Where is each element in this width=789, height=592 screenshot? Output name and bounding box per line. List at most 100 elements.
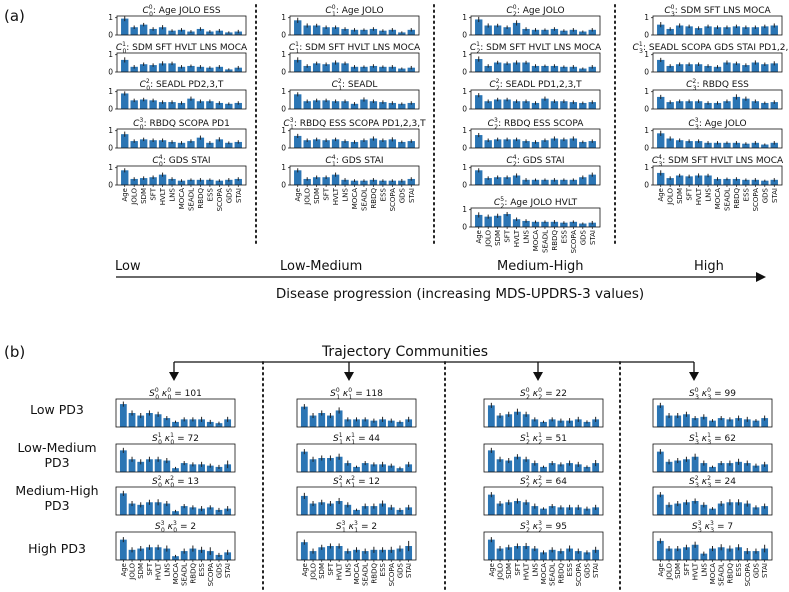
a-c2-p0-bar-12: [588, 29, 596, 35]
a-c2-p4-axes-frame: [470, 165, 601, 186]
a-c3-p3-bar-1: [666, 138, 674, 148]
a-c0-p2-title-symbol: C: [140, 80, 147, 90]
b-c0-p3-xtick-label-age: Age: [120, 563, 128, 577]
a-c2-p0-bar-8: [550, 28, 559, 35]
a-c3-p0-bar-6: [713, 27, 722, 35]
b-c1-p3-xtick-label-age: Age: [301, 563, 309, 577]
b-c0-p3-bar-1: [128, 549, 136, 560]
a-c0-p2-bar-2: [139, 99, 148, 109]
b-c3-p0-axes-frame: [652, 398, 773, 428]
b-c0-p0-bar-9: [198, 419, 205, 427]
b-c2-p2-bar-5: [531, 506, 539, 515]
b-c0-p0-title-count: = 101: [171, 389, 201, 399]
b-c2-p0-bar-5: [531, 419, 539, 427]
b-c3-p1-bar-0: [656, 451, 664, 472]
a-c2-p2-bar-chart: 0 1 C2 2: SEADL PD1,2,3,T: [462, 78, 601, 114]
b-c3-p0-bar-7: [717, 418, 725, 427]
a-c0-p0-title-symbol: C: [142, 6, 149, 16]
a-c0-p4-bar-12: [234, 178, 242, 185]
a-c1-p0-bar-11: [398, 32, 406, 35]
a-c2-p3-ytick-label-0: 0: [462, 144, 467, 153]
b-c2-p1-bar-4: [522, 459, 530, 472]
a-c2-p4-bar-11: [579, 177, 587, 185]
b-c0-p0-bar-4: [154, 414, 162, 427]
b-c1-p3-xtick-label-sft: SFT: [327, 562, 335, 575]
b-c0-p3-bar-5: [163, 548, 171, 560]
row-label-low-medium-line1: Low-Medium: [17, 440, 96, 455]
a-c1-p1-bar-5: [341, 63, 349, 72]
a-c0-p2-bar-8: [196, 101, 205, 109]
a-c3-p1-bar-6: [713, 66, 722, 72]
a-c3-p2-bar-0: [657, 96, 665, 109]
b-c2-p0-bar-2: [505, 414, 513, 427]
b-c3-p1-axes-frame: [652, 443, 773, 473]
b-c3-p2-title-s-sup: 2: [695, 475, 699, 482]
a-c2-p1-ytick-label-1: 1: [462, 50, 467, 59]
a-c1-p1-bar-1: [303, 65, 311, 72]
a-c0-p3-axes-frame: [116, 128, 247, 149]
a-c3-p3-bar-chart: 0 1 C3 3: Age JOLO: [644, 117, 783, 153]
a-c2-p5-bar-2: [493, 215, 502, 227]
a-c1-p4-title-symbol: C: [325, 156, 332, 166]
b-c2-p3-bar-9: [566, 548, 573, 560]
b-c3-p0-bar-6: [709, 420, 716, 427]
b-c3-p2-bar-10: [743, 503, 751, 515]
b-c3-p2-bar-0: [656, 494, 664, 515]
b-c2-p0-bar-7: [548, 419, 556, 427]
a-c2-p0-bar-9: [560, 30, 568, 35]
a-c0-p0-bar-1: [130, 27, 138, 35]
a-c3-p4-title-text: : SDM SFT HVLT LNS MOCA: [662, 156, 784, 166]
a-c2-p3-title-symbol: C: [488, 119, 495, 129]
a-c1-p4-bar-10: [388, 180, 397, 185]
b-c2-p3-xtick-label-rbdq: RBDQ: [557, 563, 565, 584]
b-c0-p0-bar-8: [189, 419, 197, 427]
b-c1-p3-bar-9: [379, 549, 386, 560]
b-c2-p2-bar-11: [583, 508, 591, 515]
a-c2-p2-bar-7: [541, 98, 549, 109]
b-c3-p0-bar-9: [735, 418, 742, 427]
a-c3-p0-axes-frame: [652, 15, 783, 36]
b-c1-p1-bar-8: [370, 464, 378, 472]
b-c1-p2-bar-3: [327, 503, 334, 515]
a-c1-p0-bar-2: [312, 25, 321, 35]
b-c2-p0-title-k-sub: 2: [538, 394, 542, 401]
b-c0-p0-title: S0 0 κ0 0 = 101: [149, 387, 202, 401]
a-c2-p2-bar-3: [503, 99, 511, 109]
a-c0-p0-bar-8: [196, 28, 205, 35]
a-c3-p2-bar-11: [761, 102, 769, 109]
b-c0-p2-title-s: S: [152, 477, 158, 487]
b-c2-p3-title-s-sup: 3: [526, 520, 530, 527]
a-c2-p4-bar-3: [503, 177, 511, 185]
b-c3-p1-bar-2: [674, 460, 682, 472]
a-c3-p0-title: C0 3: SDM SFT LNS MOCA: [664, 4, 771, 18]
b-c0-p0-bar-5: [163, 418, 171, 427]
a-c2-p4-ytick-label-0: 0: [462, 181, 467, 190]
a-c1-p4-xtick-label-sdm: SDM: [313, 188, 321, 204]
row-label-low-line1: Low PD3: [30, 402, 84, 417]
a-c2-p5-xtick-label-scopa: SCOPA: [570, 230, 578, 254]
a-c1-p1-bar-3: [322, 64, 330, 72]
row-label-low: Low PD3: [30, 402, 84, 417]
a-c3-p2-title: C2 3: RBDQ ESS: [686, 78, 749, 92]
a-c2-p5-xtick-label-sft: SFT: [504, 229, 512, 242]
a-c2-p0-title-symbol: C: [506, 6, 513, 16]
a-c1-p0-ytick-label-1: 1: [281, 13, 286, 22]
a-c2-p3-bar-8: [550, 138, 559, 148]
b-c2-p0-title-s: S: [520, 389, 526, 399]
a-c0-p1-bar-3: [149, 65, 157, 72]
b-c3-p3-xtick-label-rbdq: RBDQ: [726, 563, 734, 584]
b-c1-p2-axes-frame: [296, 486, 417, 516]
a-c3-p1-ytick-label-1: 1: [644, 50, 649, 59]
b-c1-p0-title: S0 1 κ0 1 = 118: [330, 387, 383, 401]
a-c3-p0-bar-11: [761, 26, 769, 35]
a-c1-p2-title-symbol: C: [332, 80, 339, 90]
a-c0-p0-title-sub: 0: [149, 11, 153, 18]
a-c3-p1-title-sub: 3: [639, 48, 643, 55]
b-c2-p1-title: S1 2 κ1 2 = 51: [520, 432, 567, 446]
b-c2-p3-xtick-label-moca: MOCA: [540, 563, 548, 584]
row-label-low-medium-line2: PD3: [44, 455, 69, 470]
a-c0-p1-bar-4: [158, 63, 167, 72]
